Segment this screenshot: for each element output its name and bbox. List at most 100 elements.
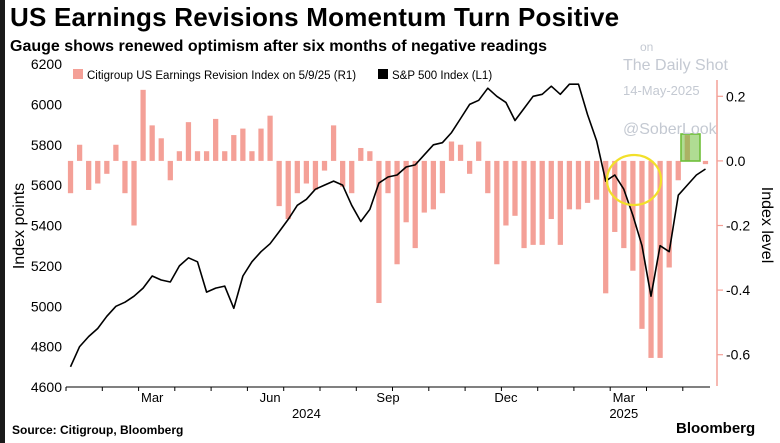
watermark-on: on	[640, 40, 654, 54]
revision-bar	[86, 160, 92, 190]
revision-bar	[666, 160, 672, 268]
revision-bar	[95, 160, 101, 184]
x-tick-label: Mar	[613, 390, 636, 405]
legend-layer: Citigroup US Earnings Revision Index on …	[66, 64, 502, 84]
revision-bar	[584, 160, 591, 203]
revision-bar	[648, 160, 654, 358]
watermark-name: The Daily Shot	[623, 57, 728, 74]
revision-bar	[140, 89, 146, 161]
revision-bar	[548, 160, 554, 220]
highlight-box	[680, 133, 701, 162]
line-layer	[69, 83, 706, 368]
revision-bar	[621, 160, 627, 249]
revision-bar	[575, 160, 582, 210]
revision-bar	[557, 160, 563, 245]
revision-bar	[530, 160, 536, 245]
revision-bar	[512, 160, 518, 216]
revision-bar	[312, 160, 319, 190]
revision-bar	[467, 160, 473, 174]
legend-swatch-revision	[73, 69, 83, 79]
right-tick-label: 0.2	[726, 88, 746, 104]
bloomberg-brand: Bloomberg	[676, 420, 756, 437]
revision-bar	[376, 160, 382, 304]
source-note: Source: Citigroup, Bloomberg	[12, 423, 184, 437]
revision-bar	[303, 160, 309, 184]
x-tick-label: Sep	[376, 390, 399, 405]
legend-box	[66, 64, 502, 84]
revision-bar	[104, 160, 110, 174]
revision-bar	[258, 128, 264, 161]
legend-label-revision: Citigroup US Earnings Revision Index on …	[87, 70, 356, 82]
revision-bar	[539, 160, 545, 245]
revision-bar	[421, 160, 427, 213]
left-tick-label: 4600	[31, 379, 62, 395]
left-tick-label: 6000	[31, 96, 62, 112]
revision-bar	[593, 160, 600, 200]
revision-bar	[702, 160, 709, 165]
left-tick-label: 5000	[31, 298, 62, 314]
right-tick-label: -0.2	[726, 218, 750, 234]
legend-label-sp500: S&P 500 Index (L1)	[392, 70, 492, 82]
revision-bar	[476, 141, 482, 161]
axes-layer: 4600 4800 5000 5200 5400 5600 5800 6000 6200 Inde…	[11, 56, 775, 421]
left-tick-label: 5800	[31, 137, 62, 153]
revision-bar	[394, 160, 400, 265]
chart-title: US Earnings Revisions Momentum Turn Posi…	[10, 2, 620, 32]
revision-bar	[267, 115, 273, 161]
revision-bar	[249, 151, 255, 161]
right-tick-label: 0.0	[726, 153, 746, 169]
revision-bar	[340, 160, 346, 187]
revision-bar	[439, 160, 446, 194]
year-label: 2025	[609, 406, 638, 421]
revision-bar	[167, 160, 173, 181]
bars-layer	[67, 89, 709, 358]
revision-bar	[76, 144, 83, 161]
revision-bar	[430, 160, 436, 210]
revision-bar	[367, 151, 373, 161]
revision-bar	[485, 160, 491, 194]
revision-bar	[276, 160, 282, 207]
x-tick-label: Dec	[494, 390, 518, 405]
revision-bar	[113, 144, 119, 161]
revision-bar	[412, 160, 418, 249]
revision-bar	[657, 160, 663, 358]
sp500-line	[69, 83, 706, 368]
revision-bar	[503, 160, 509, 226]
revision-bar	[213, 118, 219, 161]
revision-bar	[358, 147, 364, 161]
revision-bar	[158, 138, 164, 161]
left-axis-label: Index points	[11, 183, 28, 269]
x-tick-label: Jun	[260, 390, 281, 405]
legend-swatch-sp500	[378, 69, 388, 79]
left-tick-label: 5400	[31, 218, 62, 234]
revision-bar	[494, 160, 500, 265]
revision-bar	[122, 160, 128, 194]
revision-bar	[330, 125, 337, 161]
annotation-layer	[605, 133, 701, 207]
revision-bar	[285, 160, 291, 220]
revision-bar	[603, 160, 609, 294]
chart-subtitle: Gauge shows renewed optimism after six m…	[10, 38, 548, 55]
revision-bar	[675, 160, 681, 181]
revision-bar	[176, 151, 183, 161]
left-border-strip	[0, 0, 5, 443]
revision-bar	[349, 160, 355, 194]
revision-bar	[67, 160, 74, 194]
revision-bar	[448, 141, 455, 161]
left-tick-label: 4800	[31, 339, 62, 355]
left-tick-label: 5200	[31, 258, 62, 274]
right-tick-label: -0.4	[726, 282, 750, 298]
watermark-date: 14-May-2025	[623, 83, 700, 98]
revision-bar	[149, 125, 155, 161]
revision-bar	[231, 135, 237, 161]
left-tick-label: 5600	[31, 177, 62, 193]
revision-bar	[185, 122, 192, 161]
revision-bar	[203, 151, 210, 161]
right-axis-label: Index level	[758, 187, 775, 264]
left-tick-label: 6200	[31, 56, 62, 72]
revision-bar	[321, 160, 328, 171]
x-tick-label: Mar	[141, 390, 164, 405]
year-label: 2024	[292, 406, 321, 421]
revision-bar	[566, 160, 573, 210]
